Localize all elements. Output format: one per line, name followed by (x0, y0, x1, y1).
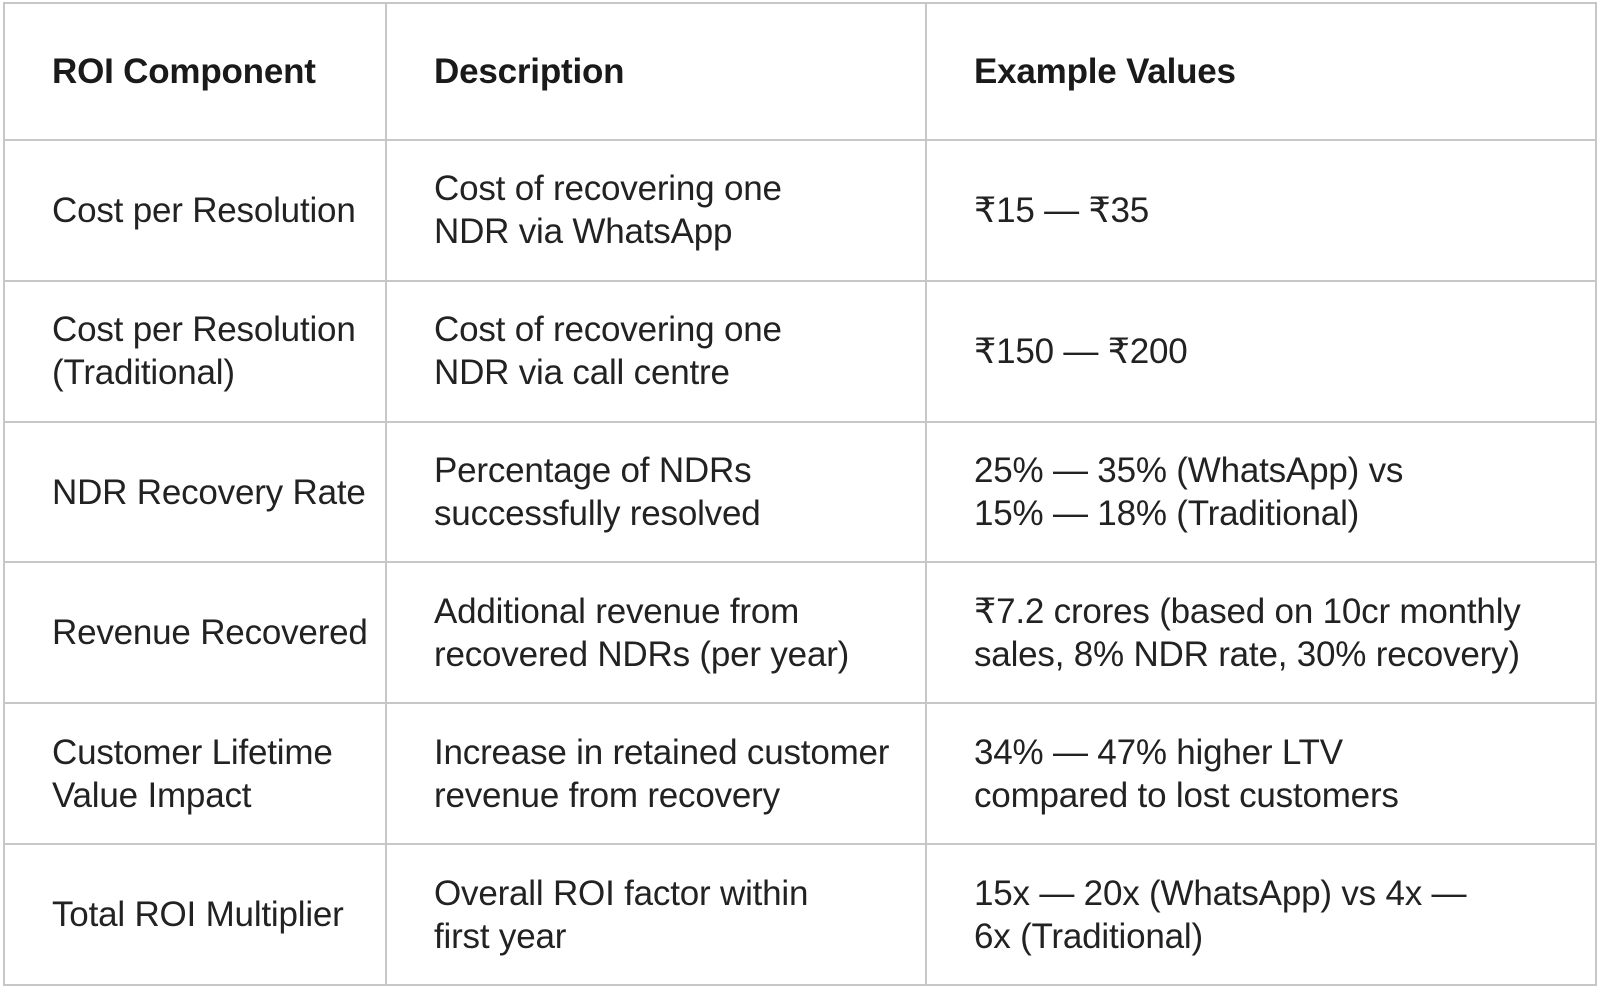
example-values-cell: 25% — 35% (WhatsApp) vs 15% — 18% (Tradi… (925, 422, 1595, 562)
column-header-example-values: Example Values (925, 4, 1595, 139)
example-values-cell: ₹150 — ₹200 (925, 281, 1595, 421)
roi-component-cell: Customer Lifetime Value Impact (52, 732, 333, 815)
table-row: NDR Recovery Rate Percentage of NDRs suc… (5, 420, 1595, 562)
table-header-row: ROI Component Description Example Values (5, 4, 1595, 139)
example-values-cell: 34% — 47% higher LTV compared to lost cu… (925, 704, 1595, 844)
table-row: Total ROI Multiplier Overall ROI factor … (5, 843, 1595, 984)
description-cell: Increase in retained customer revenue fr… (385, 704, 925, 844)
description-cell: Percentage of NDRs successfully resolved (385, 422, 925, 562)
table-row: Cost per Resolution (Traditional) Cost o… (5, 279, 1595, 421)
column-header-description: Description (385, 4, 925, 139)
roi-component-cell: Cost per Resolution (52, 190, 356, 230)
table-row: Cost per Resolution Cost of recovering o… (5, 139, 1595, 280)
column-header-roi-component: ROI Component (52, 52, 316, 91)
table-row: Revenue Recovered Additional revenue fro… (5, 561, 1595, 703)
description-cell: Overall ROI factor within first year (385, 845, 925, 984)
roi-component-cell: Revenue Recovered (52, 613, 368, 653)
roi-component-cell: Cost per Resolution (Traditional) (52, 310, 356, 393)
example-values-cell: ₹7.2 crores (based on 10cr monthly sales… (925, 563, 1595, 703)
roi-component-cell: Total ROI Multiplier (52, 895, 344, 935)
example-values-cell: ₹15 — ₹35 (925, 141, 1595, 280)
roi-table: ROI Component Description Example Values… (3, 2, 1597, 986)
description-cell: Cost of recovering one NDR via WhatsApp (385, 141, 925, 280)
description-cell: Cost of recovering one NDR via call cent… (385, 281, 925, 421)
example-values-cell: 15x — 20x (WhatsApp) vs 4x — 6x (Traditi… (925, 845, 1595, 984)
roi-component-cell: NDR Recovery Rate (52, 472, 366, 512)
table-row: Customer Lifetime Value Impact Increase … (5, 702, 1595, 844)
description-cell: Additional revenue from recovered NDRs (… (385, 563, 925, 703)
